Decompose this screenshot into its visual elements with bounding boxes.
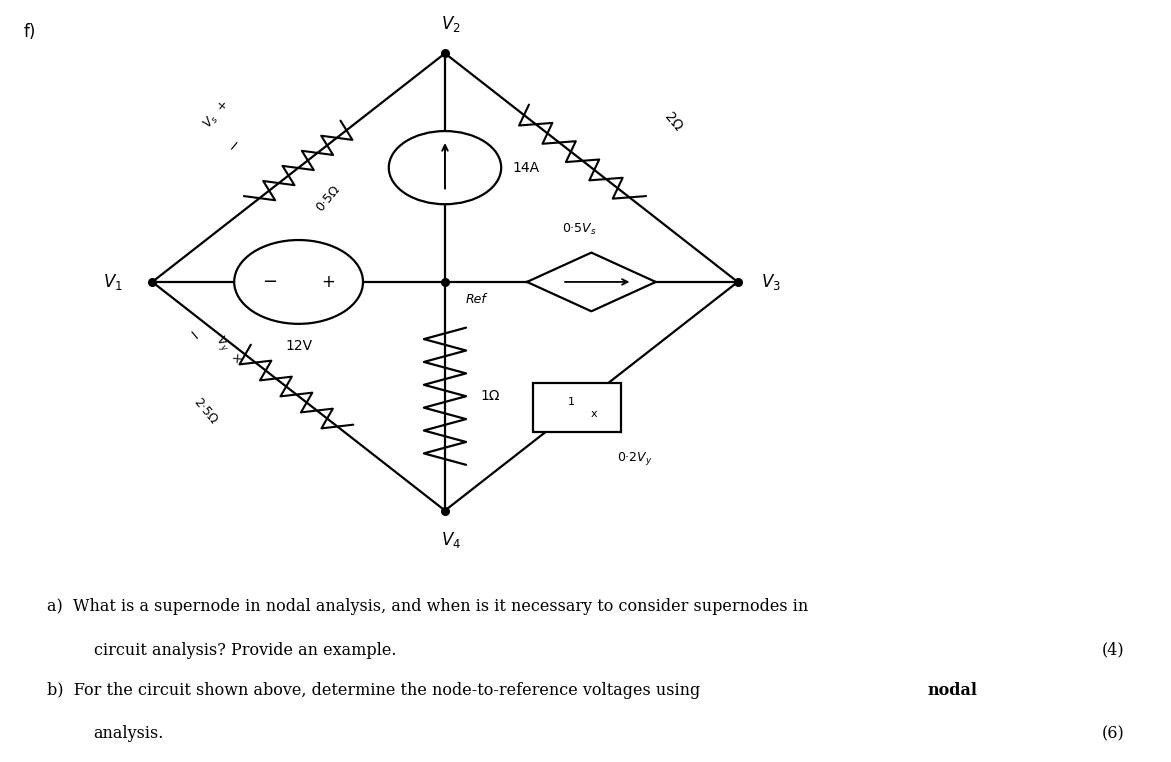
Text: analysis.: analysis. [94, 725, 164, 742]
Text: −: − [184, 325, 203, 345]
Text: 12V: 12V [285, 339, 313, 353]
Text: a)  What is a supernode in nodal analysis, and when is it necessary to consider : a) What is a supernode in nodal analysis… [47, 598, 808, 615]
Text: −: − [225, 135, 244, 155]
Text: x: x [591, 408, 597, 419]
Text: 1Ω: 1Ω [480, 389, 500, 403]
Text: $V_s$  +: $V_s$ + [200, 97, 233, 132]
Text: 0·2$V_y$: 0·2$V_y$ [617, 450, 653, 466]
Text: 2·5Ω: 2·5Ω [191, 396, 219, 427]
Text: f): f) [23, 23, 36, 41]
Text: nodal: nodal [927, 682, 978, 699]
Text: $V_4$: $V_4$ [440, 530, 461, 549]
Text: +: + [321, 273, 335, 291]
Text: b)  For the circuit shown above, determine the node-to-reference voltages using: b) For the circuit shown above, determin… [47, 682, 705, 699]
Text: Ref: Ref [466, 293, 487, 306]
Text: −: − [262, 273, 276, 291]
Text: (6): (6) [1102, 725, 1124, 742]
Text: $V_3$: $V_3$ [761, 272, 781, 292]
FancyBboxPatch shape [533, 383, 621, 433]
Text: 14A: 14A [513, 161, 540, 174]
Text: $V_1$: $V_1$ [103, 272, 123, 292]
Text: $V_2$: $V_2$ [441, 14, 460, 34]
Text: circuit analysis? Provide an example.: circuit analysis? Provide an example. [94, 642, 396, 658]
Text: 0·5Ω: 0·5Ω [314, 183, 342, 213]
Text: (4): (4) [1102, 642, 1124, 658]
Text: 1: 1 [568, 396, 574, 407]
Circle shape [389, 131, 501, 204]
Polygon shape [527, 253, 656, 311]
Text: 2Ω: 2Ω [662, 110, 685, 134]
Circle shape [234, 240, 363, 324]
Text: $V_y$  ×: $V_y$ × [211, 332, 246, 369]
Text: 0·5$V_s$: 0·5$V_s$ [562, 223, 597, 237]
